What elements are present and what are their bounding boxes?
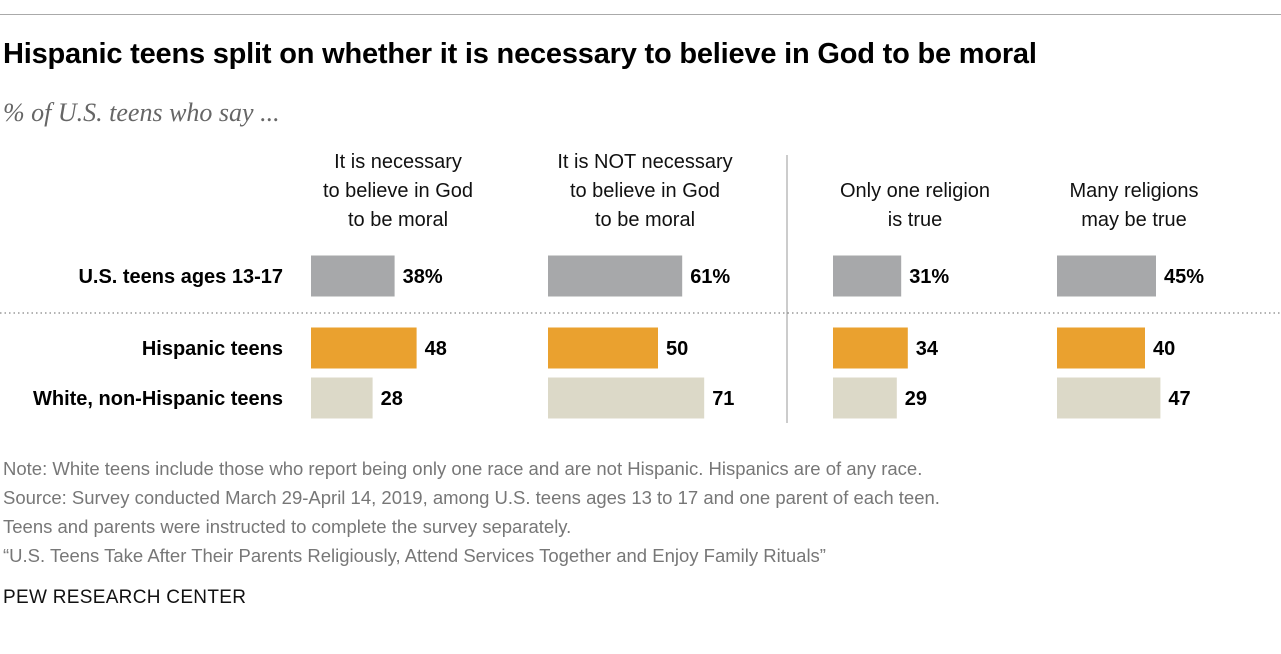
data-label: 61% bbox=[690, 266, 730, 288]
bar bbox=[833, 377, 897, 419]
note-line: Note: White teens include those who repo… bbox=[3, 458, 923, 479]
column-header: to be moral bbox=[348, 209, 448, 231]
bar bbox=[311, 255, 395, 297]
bar-chart: It is necessary to believe in God to be mo… bbox=[0, 151, 1281, 423]
data-label: 31% bbox=[909, 266, 949, 288]
bar bbox=[1057, 377, 1161, 419]
data-label: 40 bbox=[1153, 338, 1175, 360]
data-label: 71 bbox=[712, 388, 734, 410]
data-label: 50 bbox=[666, 338, 688, 360]
bar bbox=[1057, 255, 1156, 297]
chart-subtitle: % of U.S. teens who say ... bbox=[3, 98, 280, 127]
column-header: Only one religion bbox=[840, 180, 990, 202]
data-label: 48 bbox=[425, 338, 447, 360]
column-header: may be true bbox=[1081, 209, 1187, 231]
chart-title: Hispanic teens split on whether it is ne… bbox=[3, 38, 1037, 70]
source-line: Source: Survey conducted March 29-April … bbox=[3, 487, 940, 508]
bar bbox=[1057, 327, 1145, 369]
data-label: 29 bbox=[905, 388, 927, 410]
column-header: It is necessary bbox=[334, 151, 462, 173]
column-header: is true bbox=[888, 209, 942, 231]
notes: Note: White teens include those who repo… bbox=[3, 454, 940, 570]
bar bbox=[548, 255, 683, 297]
data-label: 47 bbox=[1168, 388, 1190, 410]
bar bbox=[311, 327, 417, 369]
note-line: Teens and parents were instructed to com… bbox=[3, 516, 572, 537]
column-header: to believe in God bbox=[323, 180, 473, 202]
bar bbox=[833, 255, 902, 297]
data-label: 38% bbox=[403, 266, 443, 288]
column-header: to believe in God bbox=[570, 180, 720, 202]
data-label: 34 bbox=[916, 338, 939, 360]
bar bbox=[548, 327, 658, 369]
bar bbox=[833, 327, 908, 369]
source-org: PEW RESEARCH CENTER bbox=[3, 587, 247, 608]
report-title-line: “U.S. Teens Take After Their Parents Rel… bbox=[3, 545, 826, 566]
top-rule bbox=[0, 14, 1281, 15]
data-label: 28 bbox=[381, 388, 403, 410]
row-label: U.S. teens ages 13-17 bbox=[78, 266, 283, 288]
bar bbox=[548, 377, 705, 419]
data-label: 45% bbox=[1164, 266, 1204, 288]
bar bbox=[311, 377, 373, 419]
column-header: to be moral bbox=[595, 209, 695, 231]
row-label: White, non-Hispanic teens bbox=[33, 388, 283, 410]
column-header: It is NOT necessary bbox=[557, 151, 732, 173]
column-header: Many religions bbox=[1070, 180, 1199, 202]
row-label: Hispanic teens bbox=[142, 338, 283, 360]
